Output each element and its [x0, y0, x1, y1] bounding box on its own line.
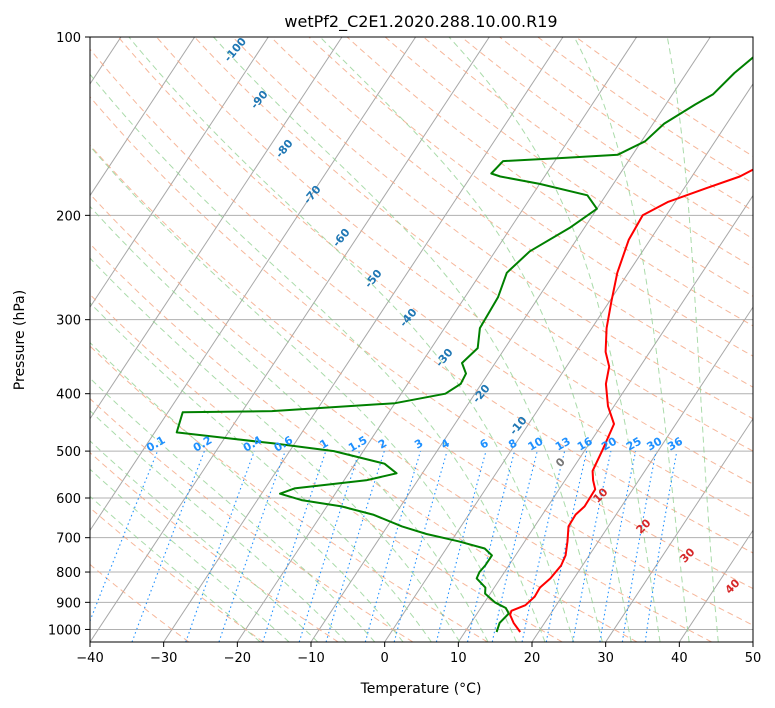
dry-adiabat-line [308, 37, 753, 357]
y-tick-label: 300 [56, 314, 81, 329]
dry-adiabat-line [90, 96, 753, 590]
isotherm-line [678, 529, 753, 642]
dry-adiabat-line [90, 397, 414, 642]
moist-adiabat-line [90, 468, 290, 642]
isotherm-line [531, 306, 753, 642]
isotherm-line [90, 37, 490, 642]
profile-lines [175, 56, 753, 633]
moist-adiabat-line [573, 37, 690, 642]
dry-adiabat-line [90, 563, 190, 642]
y-tick-label: 500 [56, 445, 81, 460]
isotherm-line [90, 37, 417, 532]
moist-adiabat-line [213, 37, 603, 642]
x-tick-label: 10 [450, 651, 467, 666]
x-tick-label: −10 [297, 651, 324, 666]
mixing-ratio-line [393, 450, 448, 642]
isotherm-line [90, 37, 196, 197]
x-tick-label: −40 [76, 651, 103, 666]
y-tick-label: 600 [56, 492, 81, 507]
moist-adiabat-line [90, 377, 376, 642]
dry-adiabat-line [90, 193, 712, 642]
background-lines [90, 37, 753, 642]
dry-adiabat-line [90, 48, 753, 554]
x-tick-label: 30 [597, 651, 614, 666]
axes: −40 −30 −20 −10 0 10 20 30 40 50 100 200 300 400 500 60… [48, 31, 761, 666]
chart-title: wetPf2_C2E1.2020.288.10.00.R19 [284, 12, 557, 32]
dry-adiabat-line [90, 451, 339, 642]
moist-adiabat-line [90, 145, 517, 642]
moist-adiabat-line [90, 257, 461, 642]
moist-adiabat-line [90, 495, 261, 642]
mixing-ratio-line [545, 450, 588, 642]
mixing-ratio-line [621, 450, 657, 642]
dry-adiabat-line [90, 144, 753, 626]
y-tick-label: 800 [56, 566, 81, 581]
plot-frame [89, 36, 754, 643]
y-tick-label: 200 [56, 209, 81, 224]
isotherm-line [384, 83, 753, 642]
x-tick-label: −30 [150, 651, 177, 666]
y-tick-label: 100 [56, 31, 81, 46]
moist-adiabat-line [128, 37, 575, 642]
mixing-ratio-line [262, 450, 327, 642]
moist-adiabat-line [666, 37, 719, 642]
isotherm-line [457, 194, 753, 642]
moist-adiabat-line [90, 440, 319, 642]
y-tick-label: 900 [56, 596, 81, 611]
isotherm-line [605, 417, 753, 642]
moist-adiabat-line [319, 37, 632, 642]
dry-adiabat-line [384, 37, 753, 297]
mixing-ratio-line [599, 450, 637, 642]
mixing-ratio-line [325, 450, 385, 642]
mixing-ratio-line [364, 450, 422, 642]
dry-adiabat-line [90, 507, 264, 642]
mixing-ratio-line [572, 450, 612, 642]
mixing-ratio-line [90, 450, 159, 623]
dry-adiabat-line [90, 243, 638, 642]
isotherm-line [90, 37, 269, 309]
x-tick-label: 50 [745, 651, 762, 666]
x-axis-title: Temperature (°C) [360, 681, 482, 697]
dewpoint-profile-line [175, 56, 753, 633]
mixing-ratio-line [644, 450, 678, 642]
moist-adiabat-line [90, 73, 546, 642]
x-tick-label: 40 [671, 651, 688, 666]
mixing-ratio-line [298, 450, 361, 642]
y-tick-label: 400 [56, 388, 81, 403]
dry-adiabat-line [117, 37, 753, 519]
x-tick-label: −20 [224, 651, 251, 666]
dry-adiabat-line [90, 293, 563, 642]
dry-adiabat-line [270, 37, 753, 388]
isotherm-line [90, 37, 343, 420]
dry-adiabat-line [232, 37, 753, 420]
moist-adiabat-line [90, 410, 347, 642]
y-tick-label: 700 [56, 532, 81, 547]
temperature-profile-line [509, 168, 753, 633]
dry-adiabat-line [90, 345, 488, 642]
moist-adiabat-line [90, 302, 432, 642]
y-tick-label: 1000 [48, 623, 81, 638]
x-tick-label: 0 [381, 651, 389, 666]
isotherm-line [310, 37, 711, 642]
mixing-ratio-line [131, 450, 205, 642]
moist-adiabat-line [90, 341, 404, 642]
x-tick-label: 20 [524, 651, 541, 666]
y-axis-title: Pressure (hPa) [12, 290, 28, 390]
isotherm-line [236, 37, 638, 642]
moist-adiabat-line [448, 37, 661, 642]
